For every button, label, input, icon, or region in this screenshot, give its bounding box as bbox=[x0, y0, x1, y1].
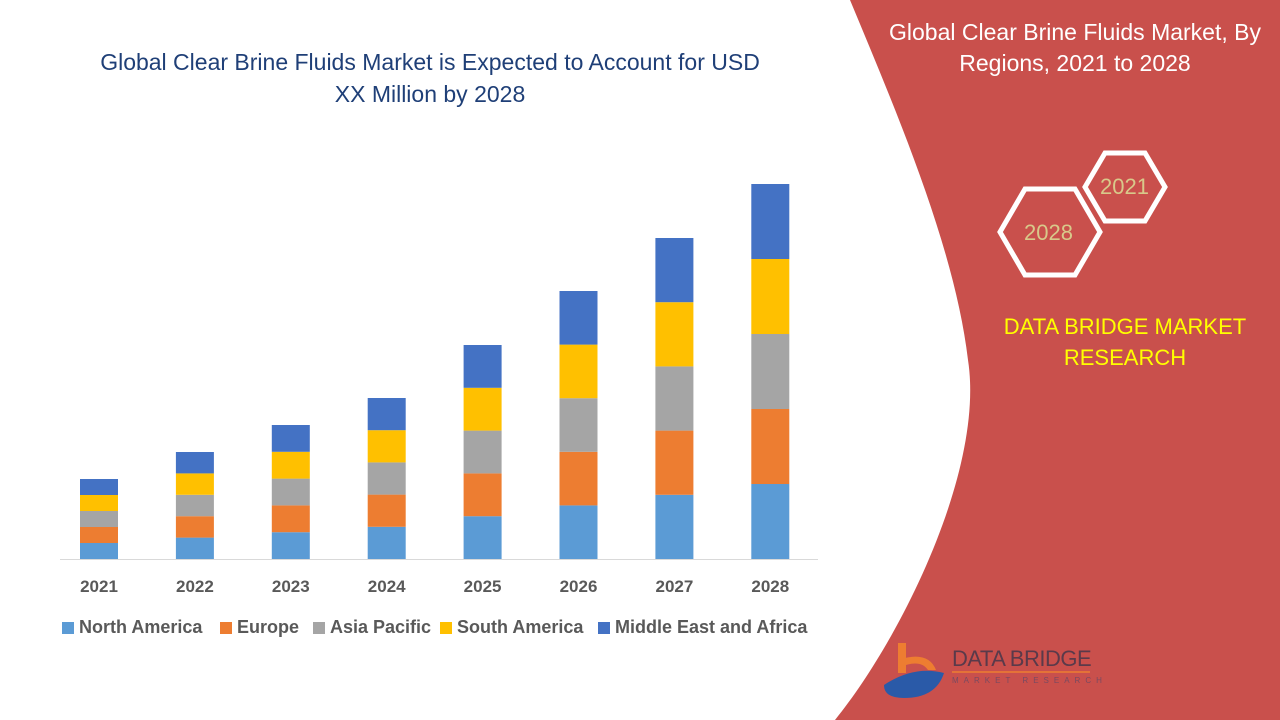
logo-text: DATA BRIDGE bbox=[952, 646, 1092, 671]
legend-label: South America bbox=[457, 617, 584, 637]
chart-title: Global Clear Brine Fluids Market is Expe… bbox=[100, 49, 760, 107]
legend-swatch bbox=[220, 621, 232, 634]
bar-segment bbox=[751, 259, 790, 334]
x-tick-label: 2024 bbox=[368, 577, 406, 596]
legend-label: Middle East and Africa bbox=[615, 617, 808, 637]
bar-segment bbox=[271, 451, 310, 479]
bar-segment bbox=[367, 494, 406, 527]
legend-swatch bbox=[62, 621, 74, 634]
brand-text: DATA BRIDGE MARKET RESEARCH bbox=[1003, 314, 1247, 370]
bar-segment bbox=[175, 516, 214, 538]
legend-item: Asia Pacific bbox=[313, 617, 431, 638]
x-tick-label: 2028 bbox=[751, 577, 789, 596]
bar-segment bbox=[463, 345, 502, 388]
bar-segment bbox=[80, 543, 118, 559]
bar-segment bbox=[271, 478, 310, 506]
bar-segment bbox=[655, 494, 694, 559]
bar-segment bbox=[655, 238, 694, 303]
bar-segment bbox=[751, 334, 790, 409]
legend-item: North America bbox=[62, 617, 202, 638]
bar-segment bbox=[559, 505, 598, 559]
bar-segment bbox=[367, 462, 406, 495]
bar-segment bbox=[80, 527, 118, 543]
legend-label: Asia Pacific bbox=[330, 617, 432, 637]
legend-swatch bbox=[440, 621, 452, 634]
x-tick-label: 2021 bbox=[80, 577, 118, 596]
bar-segment bbox=[175, 537, 214, 559]
bar-segment bbox=[80, 495, 118, 511]
bar-segment bbox=[463, 516, 502, 559]
panel-title: Global Clear Brine Fluids Market, By Reg… bbox=[889, 19, 1261, 76]
x-tick-label: 2022 bbox=[176, 577, 214, 596]
logo-subtext: MARKET RESEARCH bbox=[952, 676, 1107, 685]
legend-item: Middle East and Africa bbox=[598, 617, 807, 638]
x-tick-label: 2026 bbox=[560, 577, 598, 596]
bar-segment bbox=[559, 344, 598, 399]
bar-segment bbox=[463, 430, 502, 474]
legend-swatch bbox=[313, 621, 325, 634]
x-tick-label: 2025 bbox=[464, 577, 502, 596]
bar-segment bbox=[271, 532, 310, 559]
hex-label-2021: 2021 bbox=[1100, 174, 1149, 199]
bar-segment bbox=[271, 425, 310, 452]
legend-label: North America bbox=[79, 617, 203, 637]
legend-item: Europe bbox=[220, 617, 299, 638]
bar-segment bbox=[175, 452, 214, 474]
bar-segment bbox=[751, 184, 790, 259]
bar-segment bbox=[175, 473, 214, 495]
bar-segment bbox=[463, 387, 502, 431]
bar-segment bbox=[80, 511, 118, 527]
bar-segment bbox=[751, 484, 790, 559]
bar-segment bbox=[751, 409, 790, 484]
bar-segment bbox=[271, 505, 310, 533]
bar-segment bbox=[80, 479, 118, 495]
bar-segment bbox=[559, 291, 598, 345]
bar-segment bbox=[655, 366, 694, 431]
legend-swatch bbox=[598, 621, 610, 634]
bar-segment bbox=[367, 430, 406, 463]
hex-label-2028: 2028 bbox=[1024, 220, 1073, 245]
legend-label: Europe bbox=[237, 617, 300, 637]
bar-segment bbox=[463, 473, 502, 517]
bar-segment bbox=[367, 398, 406, 431]
x-tick-label: 2027 bbox=[655, 577, 693, 596]
bar-segment bbox=[559, 398, 598, 452]
bar-segment bbox=[175, 494, 214, 517]
bar-segment bbox=[655, 430, 694, 495]
bar-segment bbox=[367, 526, 406, 559]
legend-item: South America bbox=[440, 617, 583, 638]
x-tick-label: 2023 bbox=[272, 577, 310, 596]
bar-segment bbox=[655, 302, 694, 367]
bar-segment bbox=[559, 451, 598, 506]
